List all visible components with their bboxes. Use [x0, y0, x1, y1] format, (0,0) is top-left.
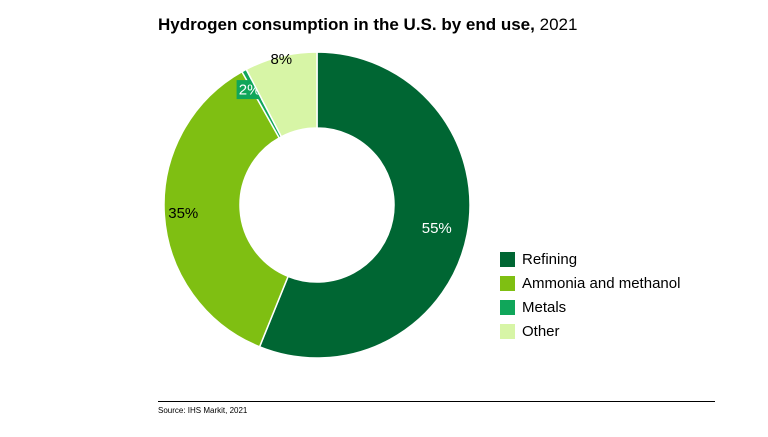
- legend-swatch: [500, 323, 515, 339]
- legend-item: Other: [500, 319, 680, 343]
- chart-title-year: 2021: [539, 15, 578, 34]
- slice-other: [245, 51, 318, 138]
- slice-value-label: 8%: [270, 51, 292, 68]
- chart-title: Hydrogen consumption in the U.S. by end …: [158, 15, 577, 35]
- slice-value-label: 35%: [168, 205, 198, 222]
- slice-refining: [258, 51, 471, 359]
- legend-label: Refining: [522, 250, 578, 268]
- legend-label: Ammonia and methanol: [522, 274, 681, 292]
- legend-item: Metals: [500, 295, 680, 319]
- legend-item: Refining: [500, 247, 680, 271]
- legend-swatch: [500, 275, 515, 291]
- legend-swatch: [500, 251, 515, 267]
- legend-label: Metals: [522, 298, 567, 316]
- source-note: Source: IHS Markit, 2021: [158, 406, 248, 415]
- source-divider: [158, 401, 715, 402]
- slice-ammonia-and-methanol: [163, 70, 290, 348]
- legend-item: Ammonia and methanol: [500, 271, 680, 295]
- slice-value-label: 55%: [422, 220, 452, 237]
- legend-swatch: [500, 299, 515, 315]
- chart-title-main: Hydrogen consumption in the U.S. by end …: [158, 15, 535, 34]
- legend-label: Other: [522, 322, 560, 340]
- chart-legend: Refining Ammonia and methanol Metals Other: [500, 247, 680, 343]
